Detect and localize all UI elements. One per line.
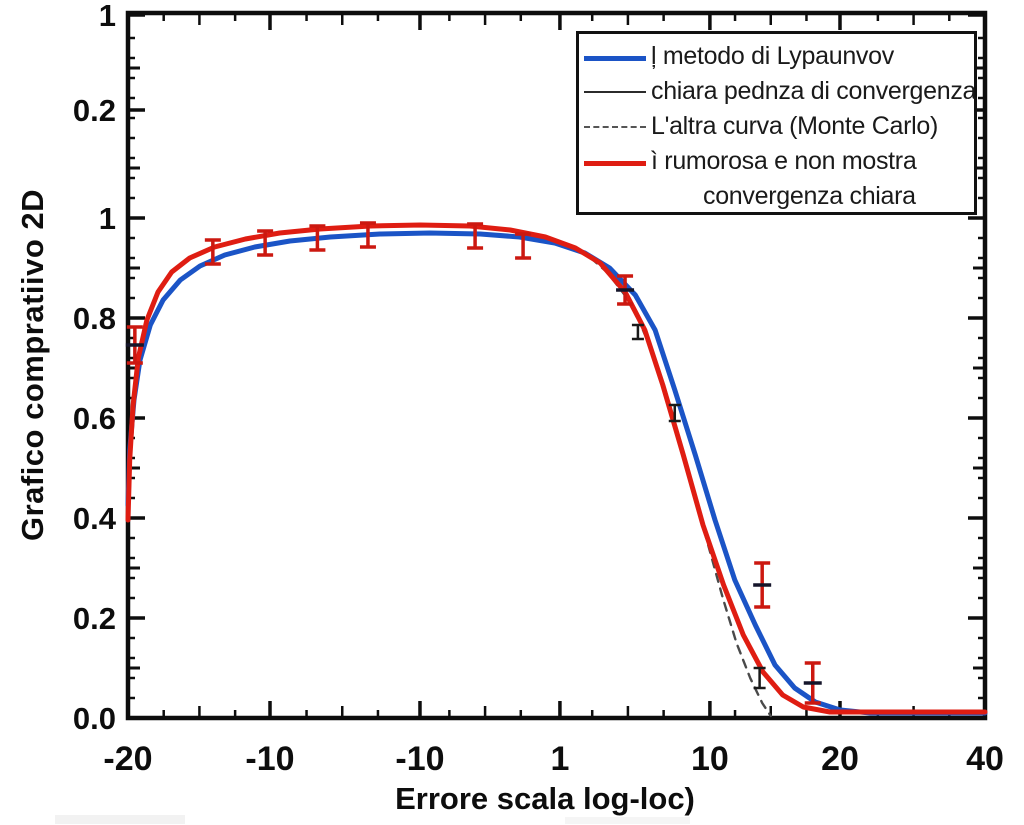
- y-tick-label: 0.6: [73, 401, 116, 436]
- legend-line-swatch: [584, 91, 646, 93]
- legend-label: L'altra curva (Monte Carlo): [651, 112, 939, 140]
- legend: ļ metodo di Lypaunvov chiara pednza di co…: [576, 31, 977, 215]
- plot-frame: [125, 10, 988, 721]
- legend-item: chiara pednza di convergenza: [584, 74, 977, 109]
- legend-line-swatch: [584, 161, 646, 166]
- x-tick-label: -10: [245, 740, 294, 778]
- x-tick-label: 10: [691, 740, 729, 778]
- legend-label: chiara pednza di convergenza: [651, 77, 977, 105]
- series-dashed-monte-carlo: [589, 256, 772, 718]
- render-artifact: [55, 815, 185, 824]
- y-axis-title: Grafico compratiivo 2D: [15, 188, 50, 542]
- x-tick-label: -20: [103, 740, 152, 778]
- legend-line-swatch: [584, 126, 646, 128]
- series-red-curve: [125, 222, 988, 715]
- render-artifact: [565, 817, 690, 824]
- series-blue-curve: [125, 230, 988, 716]
- y-tick-label: 1: [99, 201, 116, 236]
- y-tick-label: 0.2: [73, 93, 116, 128]
- x-tick-label: -10: [395, 740, 444, 778]
- y-tick-label: 0.0: [73, 701, 116, 736]
- legend-item: ì rumorosa e non mostra convergenza chiar…: [584, 144, 974, 214]
- x-axis-title: Errore scala log-loc): [395, 781, 695, 816]
- legend-label: ì rumorosa e non mostra convergenza chiar…: [651, 144, 917, 214]
- y-tick-label: 0.4: [73, 501, 117, 536]
- x-tick-label: 40: [966, 740, 1004, 778]
- x-tick-label: 1: [550, 740, 569, 778]
- x-tick-label: 20: [821, 740, 859, 778]
- legend-label: ļ metodo di Lypaunvov: [651, 42, 894, 70]
- legend-item: L'altra curva (Monte Carlo): [584, 109, 974, 144]
- legend-item: ļ metodo di Lypaunvov: [584, 39, 974, 74]
- y-tick-label: 0.2: [73, 601, 116, 636]
- y-tick-label: 1: [99, 0, 116, 33]
- y-tick-label: 0.8: [73, 301, 116, 336]
- legend-label-line2: convergenza chiara: [703, 182, 916, 210]
- legend-line-swatch: [584, 56, 646, 61]
